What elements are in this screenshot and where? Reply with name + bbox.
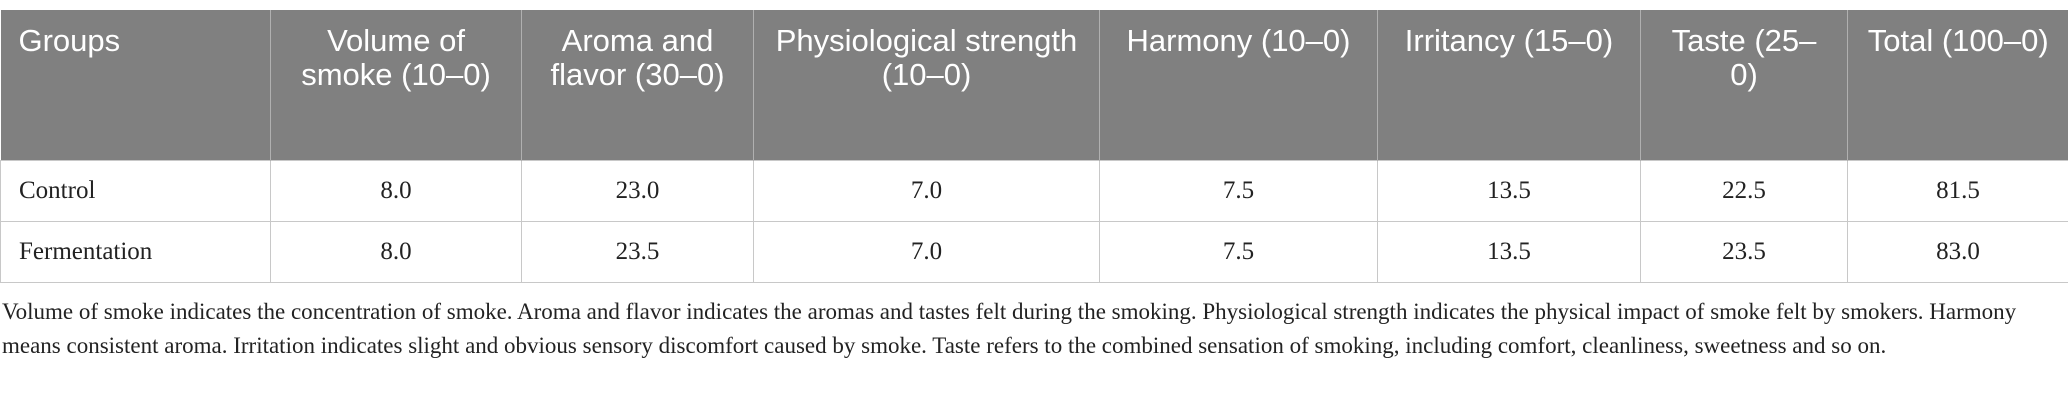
table-cell: 7.5: [1099, 220, 1378, 283]
footnote: Volume of smoke indicates the concentrat…: [2, 298, 2017, 358]
header-cell: Harmony (10–0): [1099, 10, 1378, 160]
header-cell: Physiological strength (10–0): [753, 10, 1100, 160]
table-cell: Control: [0, 159, 271, 222]
table-cell: Fermentation: [0, 220, 271, 283]
table-cell: 81.5: [1847, 159, 2068, 222]
header-cell: Groups: [0, 10, 271, 160]
header-cell: Total (100–0): [1847, 10, 2068, 160]
table-cell: 23.0: [521, 159, 754, 222]
header-cell: Taste (25–0): [1640, 10, 1848, 160]
table-cell: 23.5: [1640, 220, 1848, 283]
table-cell: 13.5: [1377, 159, 1641, 222]
table-cell: 7.0: [753, 220, 1100, 283]
table-cell: 7.5: [1099, 159, 1378, 222]
table-cell: 13.5: [1377, 220, 1641, 283]
header-cell: Irritancy (15–0): [1377, 10, 1641, 160]
table-cell: 83.0: [1847, 220, 2068, 283]
table-body: Control 8.0 23.0 7.0 7.5 13.5 22.5 81.5 Fermenta…: [0, 159, 2068, 283]
table-cell: 22.5: [1640, 159, 1848, 222]
table-row: Fermentation 8.0 23.5 7.0 7.5 13.5 23.5 83.0: [0, 220, 2068, 283]
table-cell: 23.5: [521, 220, 754, 283]
header-row: Groups Volume of smoke (10–0) Aroma and fl…: [0, 10, 2068, 160]
table-cell: 8.0: [270, 220, 522, 283]
table-row: Control 8.0 23.0 7.0 7.5 13.5 22.5 81.5: [0, 159, 2068, 222]
table-cell: 7.0: [753, 159, 1100, 222]
header-cell: Volume of smoke (10–0): [270, 10, 522, 160]
header-cell: Aroma and flavor (30–0): [521, 10, 754, 160]
table-cell: 8.0: [270, 159, 522, 222]
data-table: Groups Volume of smoke (10–0) Aroma and fl…: [0, 10, 2068, 283]
